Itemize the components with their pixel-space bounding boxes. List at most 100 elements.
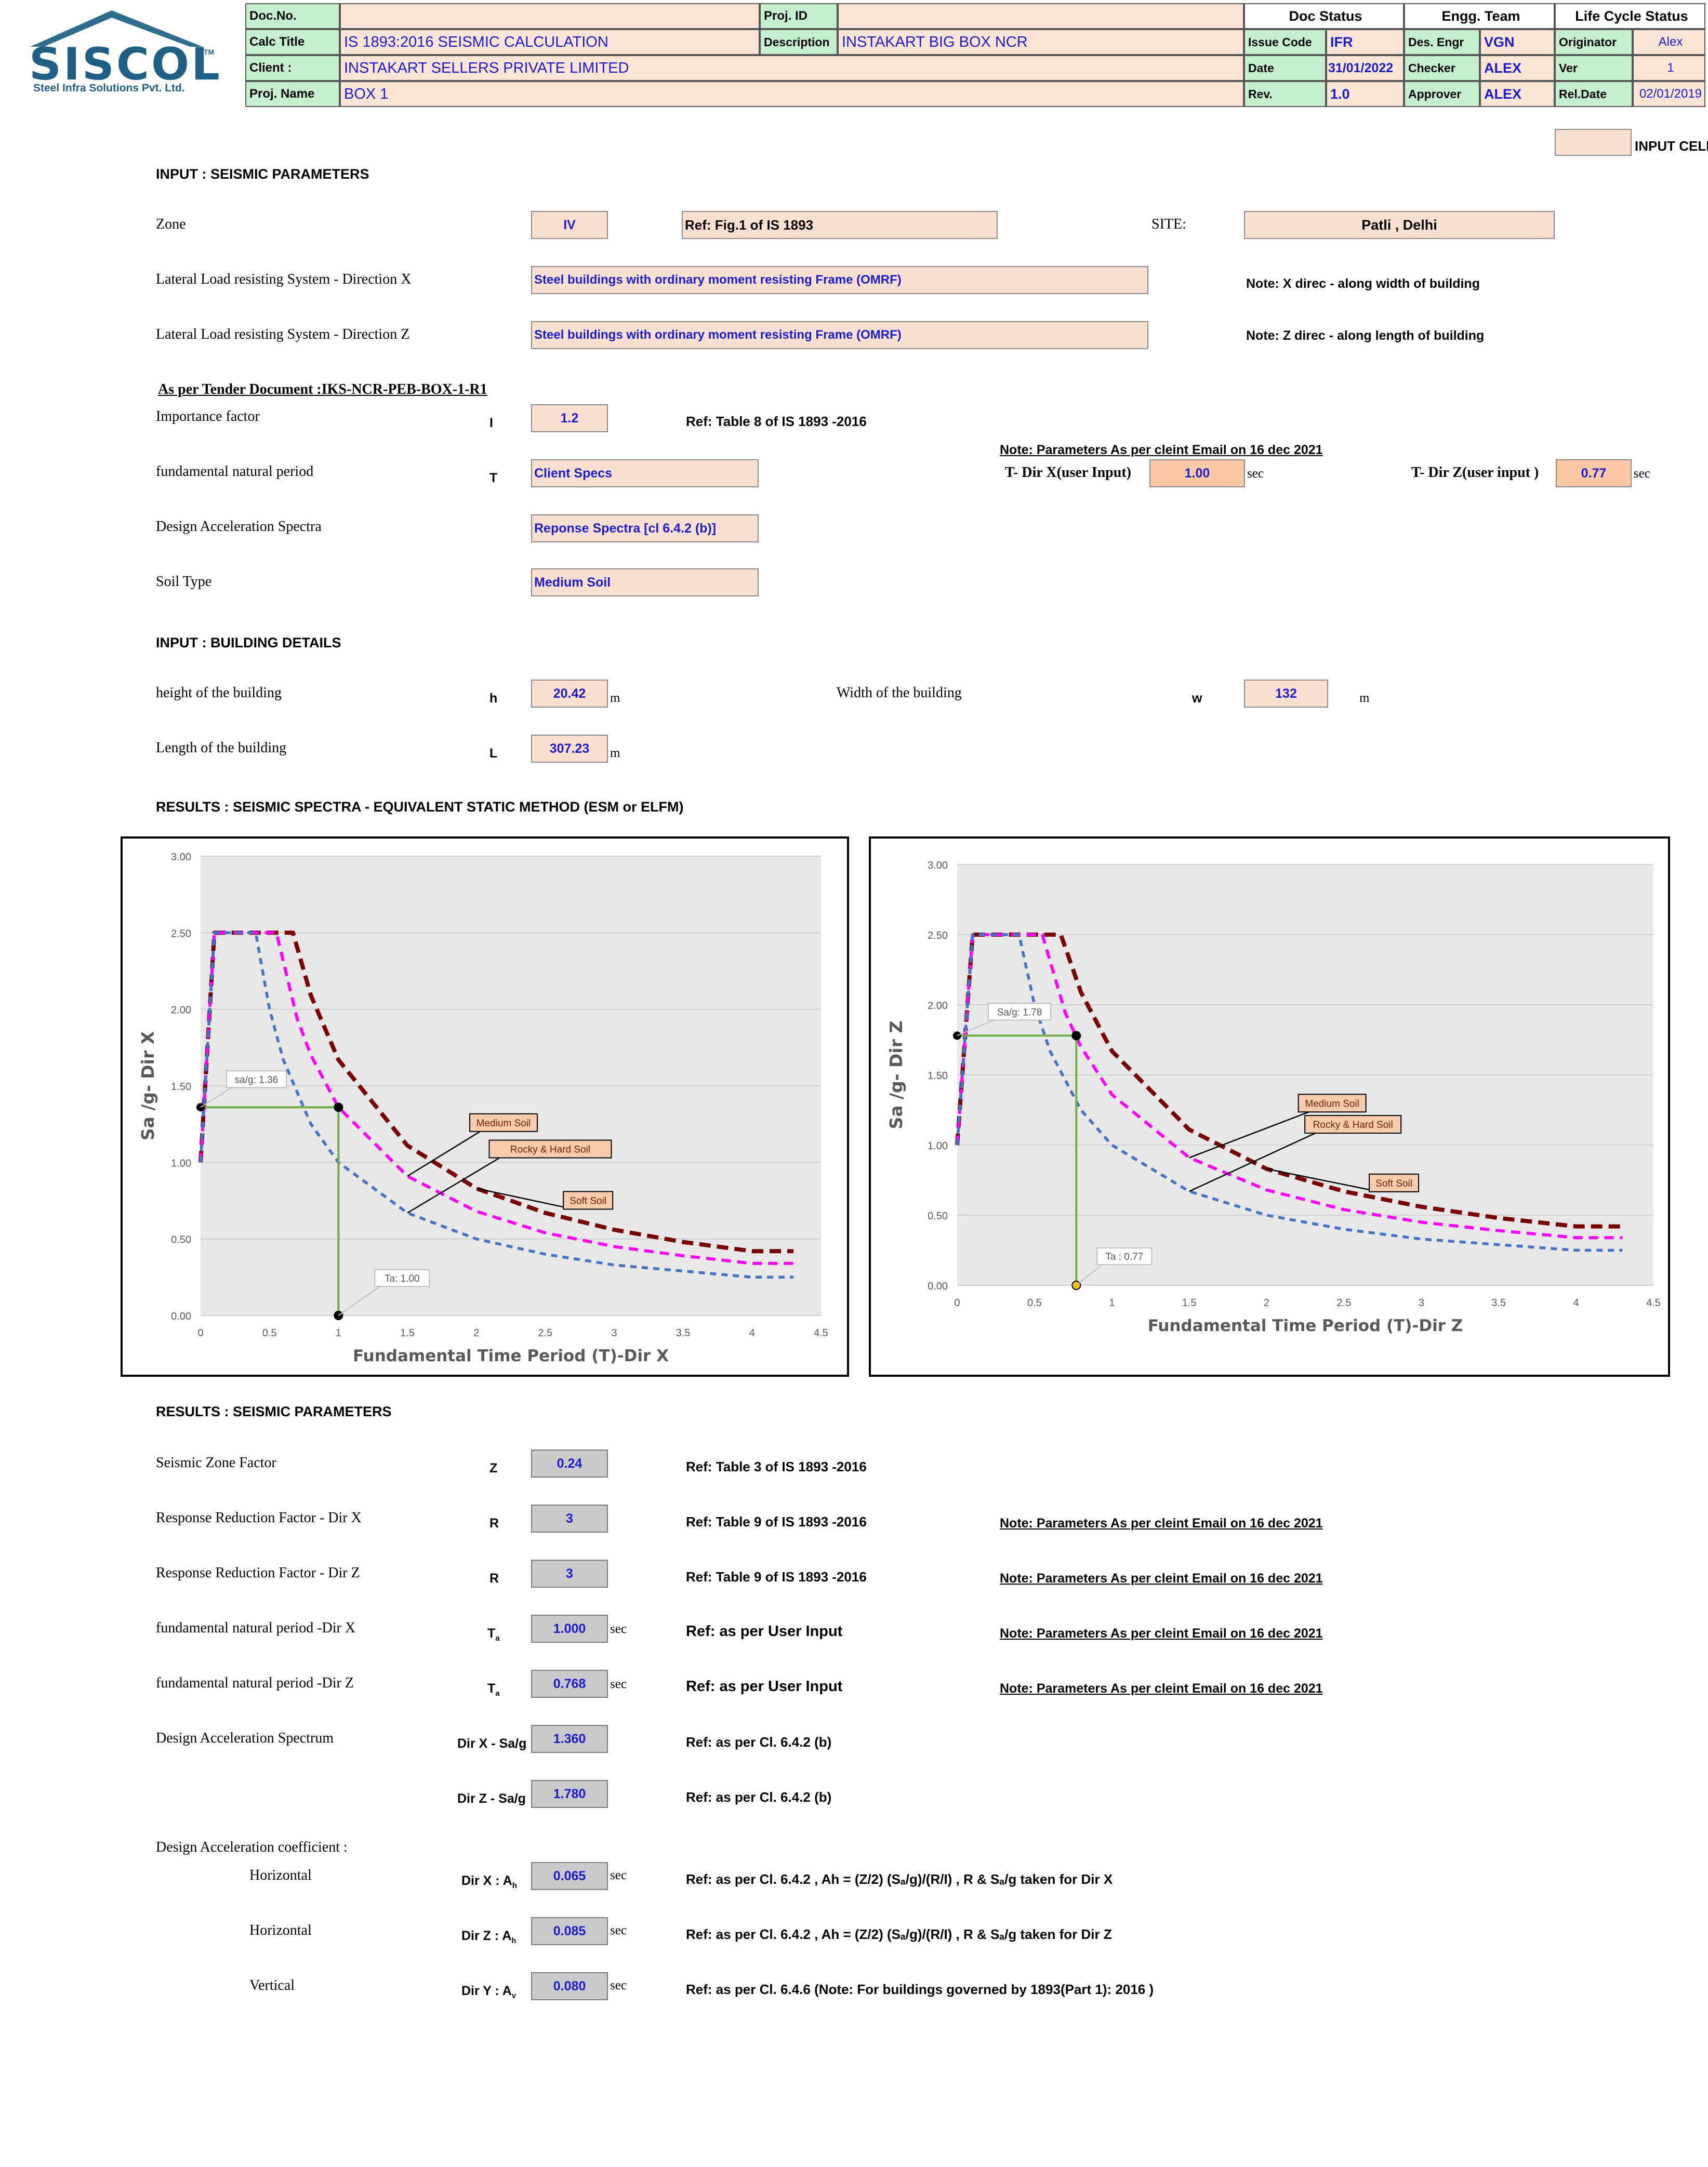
ah-x-unit: sec bbox=[610, 1868, 627, 1882]
x-tick-label: 1.5 bbox=[1182, 1297, 1197, 1309]
checker-label: Checker bbox=[1404, 55, 1480, 81]
soil-type-input[interactable]: Medium Soil bbox=[531, 568, 759, 596]
annotation-box bbox=[374, 1269, 430, 1287]
proj-id-value[interactable] bbox=[838, 3, 1244, 29]
callout-box bbox=[1304, 1115, 1402, 1134]
importance-ref: Ref: Table 8 of IS 1893 -2016 bbox=[686, 414, 867, 429]
callout-leader bbox=[407, 1157, 500, 1214]
annotation-leader bbox=[957, 1019, 994, 1036]
llrs-x-input[interactable]: Steel buildings with ordinary moment res… bbox=[531, 266, 1148, 294]
ah-z-unit: sec bbox=[610, 1923, 627, 1937]
rel-date-value[interactable]: 02/01/2019 bbox=[1633, 81, 1705, 107]
rrf-z-note: Note: Parameters As per cleint Email on … bbox=[1000, 1571, 1323, 1586]
zone-input[interactable]: IV bbox=[531, 211, 608, 239]
period-label: fundamental natural period bbox=[156, 463, 314, 480]
client-value[interactable]: INSTAKART SELLERS PRIVATE LIMITED bbox=[340, 55, 1244, 81]
doc-no-value[interactable] bbox=[340, 3, 760, 29]
rrf-x-symbol: R bbox=[489, 1516, 499, 1531]
rrf-x-value: 3 bbox=[531, 1505, 608, 1533]
y-tick-label: 2.00 bbox=[928, 1000, 948, 1012]
ta-x-value: 1.000 bbox=[531, 1615, 608, 1643]
design-point bbox=[1071, 1031, 1081, 1041]
calc-title-value[interactable]: IS 1893:2016 SEISMIC CALCULATION bbox=[340, 29, 760, 55]
x-tick-label: 2.5 bbox=[538, 1327, 552, 1339]
approver-label: Approver bbox=[1404, 81, 1480, 107]
width-label: Width of the building bbox=[837, 685, 962, 701]
x-tick-label: 4 bbox=[1573, 1297, 1579, 1309]
x-tick-label: 0 bbox=[197, 1327, 203, 1339]
logo-tagline: Steel Infra Solutions Pvt. Ltd. bbox=[33, 82, 185, 94]
sa-point bbox=[953, 1031, 961, 1040]
chart-dir-x-svg: 0.00 0.50 1.00 1.50 2.00 2.50 3.00 0 0.5 1 1.5 2 2.5… bbox=[138, 852, 828, 1365]
length-unit: m bbox=[610, 746, 620, 760]
zone-ref: Ref: Fig.1 of IS 1893 bbox=[682, 211, 998, 239]
logo-name: SISCOL bbox=[29, 38, 222, 90]
width-input[interactable]: 132 bbox=[1244, 680, 1328, 708]
annotation-leader bbox=[338, 1286, 380, 1316]
y-tick-label: 2.50 bbox=[928, 930, 948, 941]
annotation-box bbox=[988, 1003, 1051, 1021]
soil-type-label: Soil Type bbox=[156, 574, 212, 590]
building-input-heading: INPUT : BUILDING DETAILS bbox=[156, 635, 341, 650]
das-label: Design Acceleration Spectrum bbox=[156, 1730, 334, 1746]
ah-z-symbol: Dir Z : Ah bbox=[461, 1929, 517, 1945]
tx-input[interactable]: 1.00 bbox=[1149, 459, 1245, 487]
x-tick-label: 2 bbox=[1264, 1297, 1269, 1309]
rrf-x-label: Response Reduction Factor - Dir X bbox=[156, 1510, 362, 1526]
rrf-z-value: 3 bbox=[531, 1560, 608, 1588]
tz-input[interactable]: 0.77 bbox=[1556, 459, 1632, 487]
length-label: Length of the building bbox=[156, 740, 287, 756]
ah-z-value: 0.085 bbox=[531, 1917, 608, 1945]
site-input[interactable]: Patli , Delhi bbox=[1244, 211, 1555, 239]
av-unit: sec bbox=[610, 1978, 627, 1992]
zone-factor-value: 0.24 bbox=[531, 1450, 608, 1478]
approver-value[interactable]: ALEX bbox=[1480, 81, 1555, 107]
importance-input[interactable]: 1.2 bbox=[531, 404, 608, 432]
x-tick-label: 2 bbox=[473, 1327, 479, 1339]
sa-z-symbol: Dir Z - Sa/g bbox=[457, 1791, 526, 1806]
zone-label: Zone bbox=[156, 216, 186, 232]
zone-factor-label: Seismic Zone Factor bbox=[156, 1455, 276, 1471]
y-tick-label: 3.00 bbox=[171, 852, 191, 863]
x-tick-label: 1 bbox=[1109, 1297, 1115, 1309]
ah-x-symbol: Dir X : Ah bbox=[461, 1873, 517, 1890]
x-tick-label: 3.5 bbox=[676, 1327, 691, 1339]
ta-x-label: fundamental natural period -Dir X bbox=[156, 1620, 356, 1636]
ah-x-label: Horizontal bbox=[249, 1867, 312, 1883]
input-cell-legend-swatch bbox=[1555, 129, 1632, 156]
tx-unit: sec bbox=[1247, 467, 1264, 481]
callout-label: Rocky & Hard Soil bbox=[1313, 1120, 1393, 1131]
y-tick-label: 1.00 bbox=[928, 1140, 948, 1152]
llrs-z-label: Lateral Load resisting System - Directio… bbox=[156, 326, 410, 342]
checker-value[interactable]: ALEX bbox=[1480, 55, 1555, 81]
description-value[interactable]: INSTAKART BIG BOX NCR bbox=[838, 29, 1244, 55]
rev-value[interactable]: 1.0 bbox=[1326, 81, 1404, 107]
date-value[interactable]: 31/01/2022 bbox=[1326, 55, 1404, 81]
length-input[interactable]: 307.23 bbox=[531, 735, 608, 763]
callout-label: Rocky & Hard Soil bbox=[510, 1145, 590, 1155]
x-tick-label: 0.5 bbox=[1027, 1297, 1042, 1309]
annotation-label: Ta: 1.00 bbox=[385, 1273, 420, 1284]
proj-name-value[interactable]: BOX 1 bbox=[340, 81, 1244, 107]
x-tick-label: 4 bbox=[749, 1327, 755, 1339]
chart-dir-x: 0.00 0.50 1.00 1.50 2.00 2.50 3.00 0 0.5 1 1.5 2 2.5… bbox=[121, 836, 849, 1377]
llrs-z-input[interactable]: Steel buildings with ordinary moment res… bbox=[531, 321, 1148, 349]
date-label: Date bbox=[1244, 55, 1326, 81]
ah-x-value: 0.065 bbox=[531, 1862, 608, 1890]
height-input[interactable]: 20.42 bbox=[531, 680, 608, 708]
originator-label: Originator bbox=[1555, 29, 1633, 55]
client-email-note: Note: Parameters As per cleint Email on … bbox=[1000, 443, 1323, 457]
period-input[interactable]: Client Specs bbox=[531, 459, 759, 487]
engg-team-heading: Engg. Team bbox=[1404, 3, 1555, 29]
des-engr-value[interactable]: VGN bbox=[1480, 29, 1555, 55]
x-tick-label: 3 bbox=[611, 1327, 617, 1339]
ver-value[interactable]: 1 bbox=[1633, 55, 1705, 81]
rrf-z-symbol: R bbox=[489, 1571, 499, 1586]
y-tick-label: 1.50 bbox=[928, 1070, 948, 1082]
spectra-input[interactable]: Reponse Spectra [cl 6.4.2 (b)] bbox=[531, 514, 759, 542]
annotation-label: Ta : 0.77 bbox=[1105, 1252, 1143, 1262]
zone-factor-symbol: Z bbox=[489, 1461, 498, 1475]
issue-code-value[interactable]: IFR bbox=[1326, 29, 1404, 55]
originator-value[interactable]: Alex bbox=[1633, 29, 1705, 55]
y-tick-label: 3.00 bbox=[928, 860, 948, 871]
